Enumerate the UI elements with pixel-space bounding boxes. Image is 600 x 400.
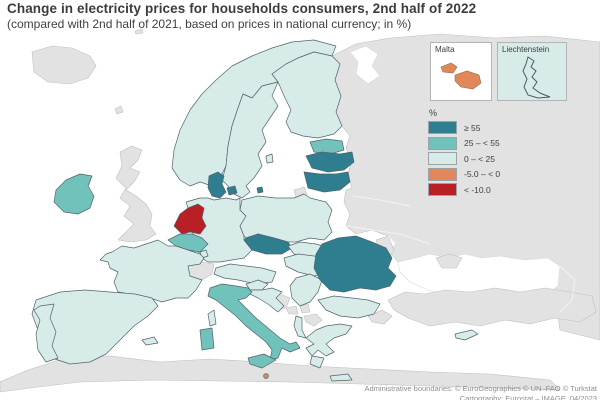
country-bulgaria [317,295,381,319]
country-crimea [435,253,463,269]
landmass-north-africa [0,355,561,393]
country-croatia [249,287,285,313]
country-estonia [309,138,345,155]
island-sardinia [199,327,215,351]
country-lithuania [303,171,351,193]
legend-row: ≥ 55 [428,121,500,134]
country-portugal [33,303,59,363]
legend-row: 25 – < 55 [428,136,500,150]
legend-label-neg5to0: -5.0 – < 0 [464,169,501,179]
country-latvia [305,151,355,173]
legend-label-25to55: 25 – < 55 [464,138,500,148]
legend-label-ltneg10: < -10.0 [464,184,491,195]
island-bornholm [256,186,264,194]
country-north-macedonia [303,313,323,327]
country-kosovo [299,303,311,314]
map-legend: % ≥ 55 25 – < 55 0 – < 25 -5.0 – < 0 < -… [428,108,500,199]
legend-label-ge55: ≥ 55 [464,122,481,133]
country-greece [305,323,353,357]
country-denmark [207,171,227,199]
country-finland [271,51,343,139]
island-sicily [247,353,277,369]
liechtenstein-shape [522,56,551,99]
legend-label-0to25: 0 – < 25 [464,153,495,164]
country-faroe [114,105,124,115]
legend-row: -5.0 – < 0 [428,167,501,181]
inset-box-liechtenstein: Liechtenstein [497,42,567,101]
country-ireland [53,173,95,215]
island-corsica [207,309,217,327]
legend-swatch-0to25 [428,152,457,165]
denmark-islands [226,185,238,196]
legend-unit-label: % [429,108,438,118]
malta-shape [440,62,482,90]
country-montenegro [285,305,299,315]
country-united-kingdom [115,145,157,243]
island-crete [329,373,353,382]
country-cyprus [454,329,479,341]
white-sea [349,45,381,85]
island-balearics [141,336,159,346]
page-title: Change in electricity prices for househo… [7,1,477,16]
legend-swatch-25to55 [428,136,457,150]
country-serbia [289,273,323,307]
island-gotland [265,153,274,164]
country-poland [239,193,333,243]
country-romania [313,235,397,293]
country-albania [293,315,307,339]
country-czechia [243,233,293,255]
country-iceland [31,45,97,85]
inset-malta-label: Malta [435,45,455,54]
page-subtitle: (compared with 2nd half of 2021, based o… [7,17,412,31]
inset-liechtenstein-label: Liechtenstein [502,45,550,54]
legend-swatch-ge55 [428,121,457,134]
island-jan-mayen [134,28,144,35]
legend-swatch-neg5to0 [428,167,457,181]
legend-swatch-ltneg10 [428,183,457,196]
country-austria [213,263,277,285]
attribution-cartography: Cartography: Eurostat – IMAGE, 04/2023 [459,393,597,400]
greece-peloponnese [309,355,325,369]
country-italy [207,283,301,361]
legend-row: 0 – < 25 [428,152,500,165]
inset-box-malta: Malta [430,42,492,101]
legend-row: < -10.0 [428,183,500,196]
country-malta [263,373,269,379]
attribution: Administrative boundaries: © EuroGeograp… [364,384,597,400]
country-netherlands [173,203,207,235]
internal-border-lines [345,195,576,313]
country-turkey [387,287,597,327]
attribution-boundaries: Administrative boundaries: © EuroGeograp… [364,384,597,393]
